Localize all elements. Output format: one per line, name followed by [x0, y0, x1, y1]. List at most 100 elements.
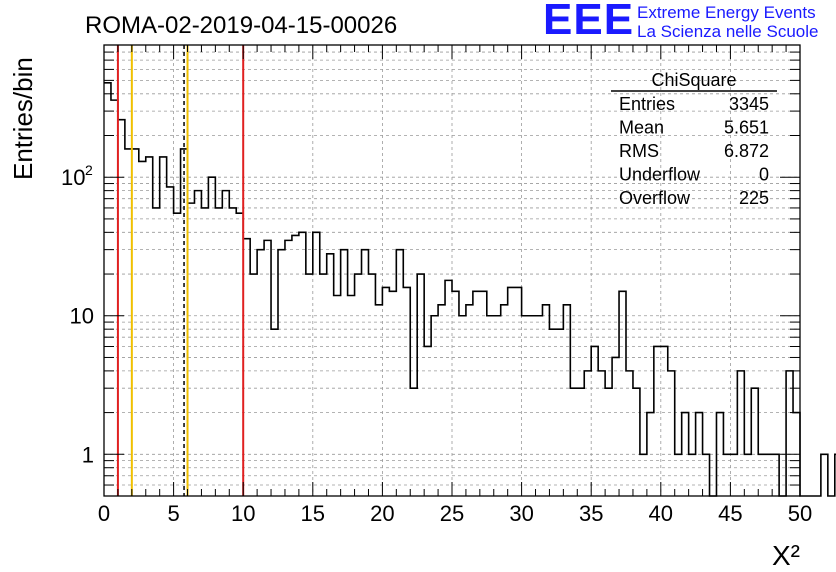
histogram-bin	[501, 305, 508, 496]
histogram-bin	[626, 371, 633, 496]
stats-row-value: 0	[759, 165, 769, 185]
histogram-bin	[723, 454, 730, 496]
histogram-bin	[751, 388, 758, 496]
histogram-bin	[668, 371, 675, 496]
histogram-bin	[730, 454, 737, 496]
histogram-bin	[132, 149, 139, 496]
y-tick-label: 10	[70, 304, 94, 329]
x-tick-label: 50	[788, 501, 812, 526]
histogram-bin	[139, 161, 146, 496]
histogram-bin	[160, 157, 167, 496]
logo-line-2: La Scienza nelle Scuole	[637, 22, 819, 41]
logo-line-1: Extreme Energy Events	[637, 3, 816, 22]
histogram-bin	[188, 203, 195, 496]
histogram-bin	[243, 239, 250, 496]
stats-row-label: Entries	[619, 94, 675, 114]
histogram-bin	[257, 250, 264, 496]
x-tick-labels: 0 5 10 15 20 25 30 35 40 45 50	[98, 501, 812, 526]
histogram-bin	[285, 240, 292, 496]
histogram-bin	[654, 346, 661, 496]
histogram-bin	[334, 296, 341, 496]
y-tick-label: 10	[61, 165, 85, 190]
histogram-bin	[396, 250, 403, 496]
histogram-bin	[612, 357, 619, 496]
histogram-bin	[292, 235, 299, 496]
histogram-bars	[104, 82, 836, 497]
stats-row-value: 5.651	[724, 118, 769, 138]
histogram-bin	[549, 329, 556, 496]
histogram-bin	[222, 191, 229, 496]
histogram-bin	[772, 454, 779, 496]
x-tick-label: 35	[579, 501, 603, 526]
histogram-outline	[104, 82, 836, 497]
histogram-bin	[689, 454, 696, 496]
histogram-bin	[765, 454, 772, 496]
histogram-bin	[208, 177, 215, 496]
histogram-bin	[236, 213, 243, 496]
histogram-bin	[125, 149, 132, 496]
histogram-bin	[508, 287, 515, 496]
eee-logo: EEE	[543, 0, 635, 44]
histogram-bin	[452, 291, 459, 496]
histogram-bin	[368, 274, 375, 496]
histogram-bin	[167, 187, 174, 496]
x-tick-label: 30	[509, 501, 533, 526]
histogram-bin	[696, 413, 703, 496]
histogram-bin	[174, 213, 181, 496]
histogram-bin	[459, 316, 466, 496]
histogram-bin	[229, 208, 236, 496]
histogram-bin	[327, 254, 334, 496]
histogram-bin	[577, 388, 584, 496]
histogram-bin	[104, 83, 111, 496]
histogram-bin	[299, 232, 306, 496]
histogram-bin	[313, 232, 320, 496]
histogram-bin	[355, 274, 362, 496]
histogram-bin	[633, 388, 640, 496]
logo-caption: Extreme Energy Events La Scienza nelle S…	[637, 3, 818, 41]
stats-row-label: RMS	[619, 141, 659, 161]
x-tick-label: 15	[301, 501, 325, 526]
x-tick-label: 20	[370, 501, 394, 526]
stats-box: ChiSquare Entries 3345 Mean 5.651 RMS 6.872 Un…	[611, 70, 777, 208]
histogram-bin	[473, 291, 480, 496]
histogram-bin	[403, 287, 410, 496]
histogram-bin	[438, 305, 445, 496]
x-tick-label: 25	[440, 501, 464, 526]
histogram-bin	[264, 240, 271, 496]
histogram-bin	[250, 274, 257, 496]
histogram-bin	[661, 346, 668, 496]
histogram-bin	[758, 454, 765, 496]
stats-row-value: 225	[739, 188, 769, 208]
histogram-bin	[306, 274, 313, 496]
histogram-bin	[703, 454, 710, 496]
histogram-bin	[591, 346, 598, 496]
x-tick-label: 0	[98, 501, 110, 526]
histogram-bin	[598, 371, 605, 496]
histogram-bin	[118, 120, 125, 496]
histogram-bin	[466, 305, 473, 496]
histogram-bin	[494, 316, 501, 496]
stats-row-label: Mean	[619, 118, 664, 138]
histogram-bin	[431, 316, 438, 496]
histogram-bin	[619, 291, 626, 496]
histogram-bin	[647, 413, 654, 496]
histogram-bin	[536, 316, 543, 496]
histogram-bin	[542, 305, 549, 496]
axis-ticks	[103, 45, 801, 496]
histogram-bin	[744, 454, 751, 496]
histogram-bin	[786, 371, 793, 496]
y-tick-exponent: 2	[85, 162, 93, 178]
histogram-bin	[348, 296, 355, 496]
x-axis-label: X²	[772, 540, 800, 571]
stats-row-label: Overflow	[619, 188, 691, 208]
y-axis-label: Entries/bin	[8, 57, 38, 180]
histogram-bin	[341, 250, 348, 496]
histogram-bin	[278, 250, 285, 496]
grid-lines	[104, 45, 800, 496]
histogram-bin	[480, 291, 487, 496]
histogram-bin	[375, 305, 382, 496]
chart-title: ROMA-02-2019-04-15-00026	[85, 12, 397, 39]
x-tick-label: 45	[718, 501, 742, 526]
